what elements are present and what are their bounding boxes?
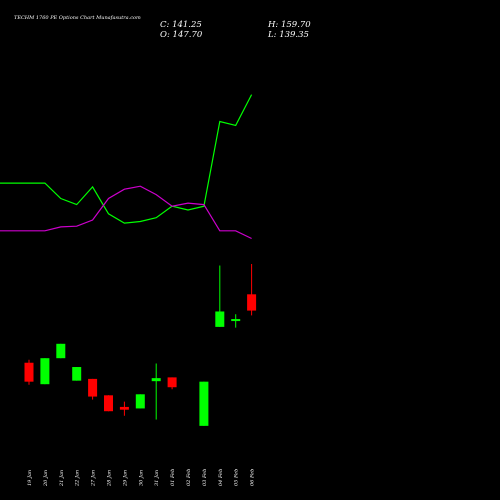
x-tick-label: 04 Feb xyxy=(218,469,224,486)
candle-body xyxy=(247,294,257,311)
x-tick-label: 27 Jan xyxy=(91,470,97,487)
low-price-label: L: 139.35 xyxy=(267,30,309,40)
candle-body xyxy=(135,394,145,409)
candle-body xyxy=(72,367,82,381)
candle-body xyxy=(56,343,66,359)
x-tick-label: 02 Feb xyxy=(186,469,192,486)
x-tick-label: 22 Jan xyxy=(75,470,81,487)
candle-body xyxy=(88,378,98,397)
x-tick-label: 29 Jan xyxy=(122,470,128,487)
chart-title: TECHM 1760 PE Options Chart Munafasutra.… xyxy=(14,15,141,21)
open-price-label: O: 147.70 xyxy=(160,30,203,40)
x-tick-label: 21 Jan xyxy=(59,470,65,487)
candle-body xyxy=(119,406,129,410)
candle-body xyxy=(231,319,241,322)
x-tick-label: 01 Feb xyxy=(170,469,176,486)
candle-body xyxy=(151,378,161,382)
candle-body xyxy=(199,381,209,426)
candle-body xyxy=(24,362,34,382)
candles xyxy=(24,264,257,426)
candle-body xyxy=(215,311,225,327)
x-tick-label: 20 Jan xyxy=(43,470,49,487)
close-price-label: C: 141.25 xyxy=(160,20,202,30)
x-tick-label: 06 Feb xyxy=(250,469,256,486)
series-line-1 xyxy=(0,94,253,224)
candle-body xyxy=(104,395,113,412)
x-tick-label: 05 Feb xyxy=(234,469,240,486)
candle-body xyxy=(167,377,177,388)
x-tick-label: 28 Jan xyxy=(107,470,113,487)
x-tick-label: 30 Jan xyxy=(138,470,144,486)
series-line-2 xyxy=(0,185,252,240)
candle-body xyxy=(40,358,50,385)
x-tick-label: 31 Jan xyxy=(154,470,160,486)
x-tick-label: 19 Jan xyxy=(27,470,33,486)
high-price-label: H: 159.70 xyxy=(267,20,311,30)
x-axis-ticks: 19 Jan 20 Jan 21 Jan 22 Jan 27 Jan 28 Jan 29 J… xyxy=(27,469,256,487)
indicator-lines xyxy=(0,94,253,240)
x-tick-label: 03 Feb xyxy=(202,469,208,486)
